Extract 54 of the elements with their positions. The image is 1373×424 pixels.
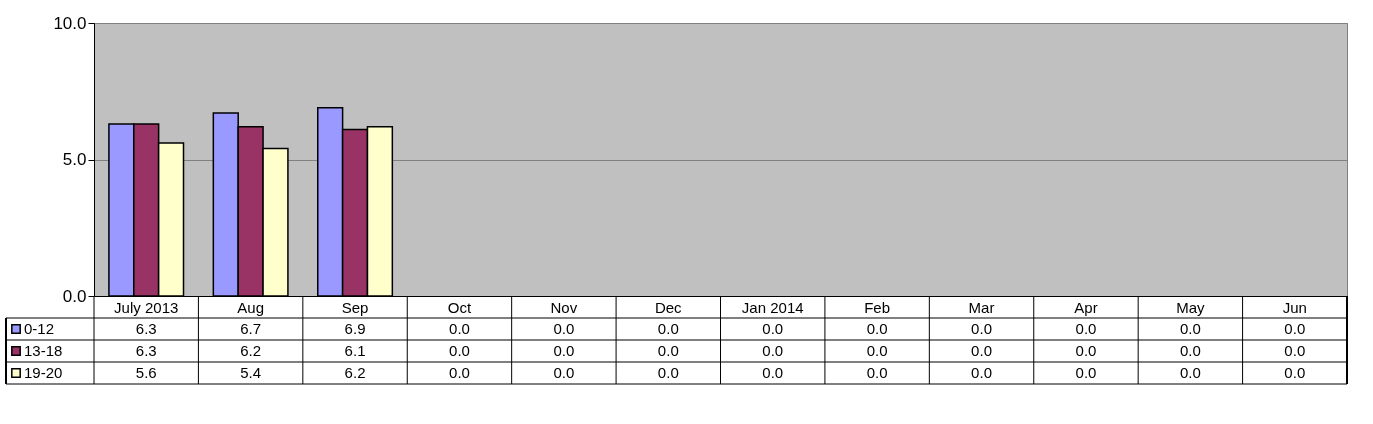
data-label: 0.0 xyxy=(971,320,992,337)
data-label: 0.0 xyxy=(657,320,679,337)
data-label: 0.0 xyxy=(866,364,888,381)
data-label: 6.2 xyxy=(240,342,262,359)
x-tick-label: Aug xyxy=(237,298,264,316)
data-label: 0.0 xyxy=(1179,364,1201,381)
data-label: 0.0 xyxy=(1284,364,1306,381)
data-label: 0.0 xyxy=(762,342,784,359)
y-tick-label: 0.0 xyxy=(62,286,87,306)
data-label: 0.0 xyxy=(657,342,679,359)
x-tick-label: Apr xyxy=(1074,298,1098,316)
data-label: 0.0 xyxy=(657,364,679,381)
x-tick-label: July 2013 xyxy=(114,298,179,316)
data-label: 0.0 xyxy=(971,342,992,359)
data-label: 0.0 xyxy=(1075,364,1097,381)
data-label: 0.0 xyxy=(1284,342,1306,359)
data-label: 0.0 xyxy=(1075,320,1097,337)
data-label: 6.9 xyxy=(344,320,366,337)
data-label: 0.0 xyxy=(866,320,888,337)
x-tick-label: Sep xyxy=(341,298,369,316)
x-tick-label: Nov xyxy=(550,298,578,316)
x-tick-label: Jun xyxy=(1282,298,1307,316)
data-label: 0.0 xyxy=(1179,320,1201,337)
data-label: 0.0 xyxy=(449,342,470,359)
y-tick-label: 10.0 xyxy=(53,13,87,33)
x-tick-label: May xyxy=(1176,298,1206,316)
legend-label: 13-18 xyxy=(24,342,63,359)
data-label: 6.7 xyxy=(240,320,262,337)
data-label: 6.2 xyxy=(344,364,366,381)
data-label: 0.0 xyxy=(866,342,888,359)
data-label: 0.0 xyxy=(971,364,992,381)
data-label: 0.0 xyxy=(762,364,784,381)
data-label: 5.4 xyxy=(240,364,262,381)
data-label: 6.3 xyxy=(135,342,157,359)
data-label: 6.1 xyxy=(344,342,366,359)
data-label: 0.0 xyxy=(1075,342,1097,359)
legend-label: 0-12 xyxy=(24,320,55,337)
data-label: 0.0 xyxy=(449,364,470,381)
data-label: 0.0 xyxy=(1179,342,1201,359)
data-label: 5.6 xyxy=(135,364,157,381)
x-tick-label: Feb xyxy=(864,298,891,316)
data-label: 0.0 xyxy=(553,364,575,381)
y-tick-label: 5.0 xyxy=(62,150,87,169)
x-tick-label: Oct xyxy=(447,298,472,316)
data-label: 0.0 xyxy=(449,320,470,337)
data-label: 0.0 xyxy=(553,342,575,359)
data-label: 0.0 xyxy=(553,320,575,337)
legend-label: 19-20 xyxy=(24,364,63,381)
data-label: 6.3 xyxy=(135,320,157,337)
x-tick-label: Jan 2014 xyxy=(741,298,804,316)
data-label: 0.0 xyxy=(762,320,784,337)
x-tick-label: Mar xyxy=(968,298,995,316)
data-label: 0.0 xyxy=(1284,320,1306,337)
x-tick-label: Dec xyxy=(654,298,683,316)
